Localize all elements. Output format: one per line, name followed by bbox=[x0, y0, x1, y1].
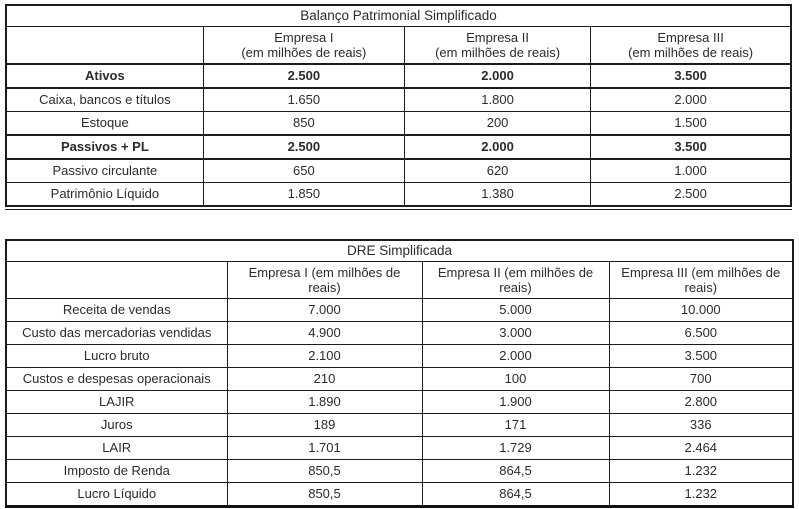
balance-table-title: Balanço Patrimonial Simplificado bbox=[5, 4, 792, 27]
table-row: LAJIR 1.890 1.900 2.800 bbox=[5, 390, 794, 414]
value-cell: 2.464 bbox=[608, 436, 794, 460]
table-row: Custo das mercadorias vendidas 4.900 3.000… bbox=[5, 321, 794, 345]
value-cell: 2.100 bbox=[226, 344, 423, 368]
value-cell: 1.701 bbox=[226, 436, 423, 460]
table-row: Receita de vendas 7.000 5.000 10.000 bbox=[5, 298, 794, 322]
row-label: Passivos + PL bbox=[5, 134, 204, 160]
table-row: Estoque 850 200 1.500 bbox=[5, 111, 792, 136]
value-cell: 2.000 bbox=[403, 134, 592, 160]
value-cell: 10.000 bbox=[608, 298, 794, 322]
column-header-empresa-2: Empresa II (em milhões de reais) bbox=[403, 26, 592, 65]
value-cell: 850 bbox=[202, 111, 405, 136]
table-row: Ativos 2.500 2.000 3.500 bbox=[5, 63, 792, 89]
value-cell: 1.232 bbox=[608, 482, 794, 507]
value-cell: 3.000 bbox=[421, 321, 610, 345]
corner-cell bbox=[5, 26, 204, 65]
unit-note: (em milhões de reais) bbox=[435, 45, 561, 60]
value-cell: 6.500 bbox=[608, 321, 794, 345]
value-cell: 1.729 bbox=[421, 436, 610, 460]
value-cell: 864,5 bbox=[421, 459, 610, 483]
table-header-row: Empresa I (em milhões de reais) Empresa … bbox=[5, 261, 794, 299]
value-cell: 2.800 bbox=[608, 390, 794, 414]
unit-note: (em milhões de reais) bbox=[628, 45, 754, 60]
row-label: Custo das mercadorias vendidas bbox=[5, 321, 228, 345]
value-cell: 1.850 bbox=[202, 182, 405, 207]
value-cell: 1.500 bbox=[590, 111, 792, 136]
row-label: Imposto de Renda bbox=[5, 459, 228, 483]
table-row: Imposto de Renda 850,5 864,5 1.232 bbox=[5, 459, 794, 483]
company-name: Empresa III bbox=[657, 29, 724, 45]
value-cell: 3.500 bbox=[590, 63, 792, 89]
corner-cell bbox=[5, 261, 228, 299]
unit-note: (em milhões de reais) bbox=[241, 45, 367, 60]
row-label: Ativos bbox=[5, 63, 204, 89]
value-cell: 650 bbox=[202, 158, 405, 183]
row-label: Caixa, bancos e títulos bbox=[5, 87, 204, 112]
table-row: Juros 189 171 336 bbox=[5, 413, 794, 437]
value-cell: 171 bbox=[421, 413, 610, 437]
value-cell: 1.800 bbox=[403, 87, 592, 112]
value-cell: 5.000 bbox=[421, 298, 610, 322]
value-cell: 2.000 bbox=[421, 344, 610, 368]
table-row: Passivo circulante 650 620 1.000 bbox=[5, 158, 792, 183]
value-cell: 2.500 bbox=[202, 134, 405, 160]
table-title-row: Balanço Patrimonial Simplificado bbox=[5, 4, 792, 27]
value-cell: 850,5 bbox=[226, 459, 423, 483]
table-row: Lucro Líquido 850,5 864,5 1.232 bbox=[5, 482, 794, 507]
column-header-empresa-1: Empresa I (em milhões de reais) bbox=[202, 26, 405, 65]
value-cell: 2.500 bbox=[202, 63, 405, 89]
balance-sheet-table: Balanço Patrimonial Simplificado Empresa… bbox=[5, 4, 792, 207]
table-frame-rule bbox=[5, 209, 792, 210]
value-cell: 1.380 bbox=[403, 182, 592, 207]
value-cell: 1.000 bbox=[590, 158, 792, 183]
company-name: Empresa II bbox=[466, 29, 529, 45]
row-label: Estoque bbox=[5, 111, 204, 136]
value-cell: 2.500 bbox=[590, 182, 792, 207]
value-cell: 3.500 bbox=[608, 344, 794, 368]
table-row: Lucro bruto 2.100 2.000 3.500 bbox=[5, 344, 794, 368]
value-cell: 2.000 bbox=[403, 63, 592, 89]
table-header-row: Empresa I (em milhões de reais) Empresa … bbox=[5, 26, 792, 65]
tables-gap bbox=[5, 210, 793, 239]
row-label: Lucro bruto bbox=[5, 344, 228, 368]
value-cell: 1.890 bbox=[226, 390, 423, 414]
value-cell: 700 bbox=[608, 367, 794, 391]
column-header-empresa-2: Empresa II (em milhões de reais) bbox=[421, 261, 610, 299]
value-cell: 7.000 bbox=[226, 298, 423, 322]
value-cell: 620 bbox=[403, 158, 592, 183]
table-row: Caixa, bancos e títulos 1.650 1.800 2.000 bbox=[5, 87, 792, 112]
column-header-empresa-3: Empresa III (em milhões de reais) bbox=[590, 26, 792, 65]
row-label: Custos e despesas operacionais bbox=[5, 367, 228, 391]
value-cell: 189 bbox=[226, 413, 423, 437]
row-label: LAIR bbox=[5, 436, 228, 460]
dre-table: DRE Simplificada Empresa I (em milhões d… bbox=[5, 239, 795, 508]
table-row: Patrimônio Líquido 1.850 1.380 2.500 bbox=[5, 182, 792, 207]
value-cell: 4.900 bbox=[226, 321, 423, 345]
row-label: Patrimônio Líquido bbox=[5, 182, 204, 207]
value-cell: 100 bbox=[421, 367, 610, 391]
column-header-empresa-3: Empresa III (em milhões de reais) bbox=[608, 261, 794, 299]
value-cell: 1.650 bbox=[202, 87, 405, 112]
value-cell: 1.232 bbox=[608, 459, 794, 483]
table-row: Custos e despesas operacionais 210 100 700 bbox=[5, 367, 794, 391]
value-cell: 3.500 bbox=[590, 134, 792, 160]
value-cell: 336 bbox=[608, 413, 794, 437]
dre-table-title: DRE Simplificada bbox=[5, 239, 794, 262]
row-label: LAJIR bbox=[5, 390, 228, 414]
value-cell: 200 bbox=[403, 111, 592, 136]
column-header-empresa-1: Empresa I (em milhões de reais) bbox=[226, 261, 423, 299]
value-cell: 210 bbox=[226, 367, 423, 391]
value-cell: 850,5 bbox=[226, 482, 423, 507]
table-row: LAIR 1.701 1.729 2.464 bbox=[5, 436, 794, 460]
row-label: Juros bbox=[5, 413, 228, 437]
company-name: Empresa I bbox=[274, 29, 334, 45]
value-cell: 864,5 bbox=[421, 482, 610, 507]
row-label: Receita de vendas bbox=[5, 298, 228, 322]
value-cell: 2.000 bbox=[590, 87, 792, 112]
table-title-row: DRE Simplificada bbox=[5, 239, 794, 262]
row-label: Lucro Líquido bbox=[5, 482, 228, 507]
row-label: Passivo circulante bbox=[5, 158, 204, 183]
table-row: Passivos + PL 2.500 2.000 3.500 bbox=[5, 134, 792, 160]
value-cell: 1.900 bbox=[421, 390, 610, 414]
